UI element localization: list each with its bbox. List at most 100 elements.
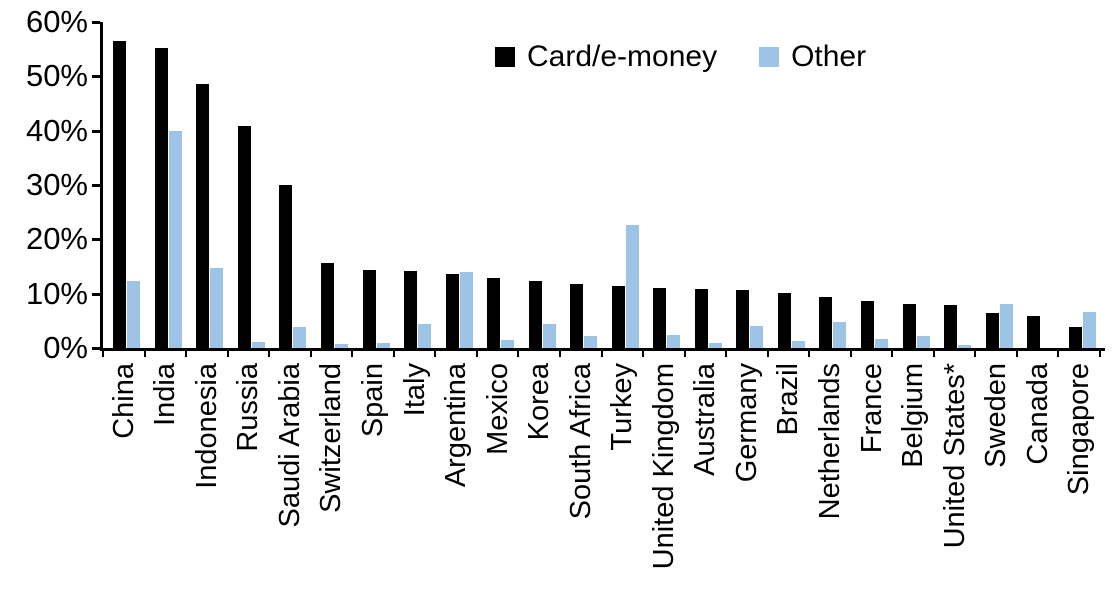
bar-card (1027, 316, 1040, 348)
x-axis-label: Spain (357, 363, 389, 438)
x-axis-tick (268, 351, 270, 357)
x-axis-label: Belgium (897, 363, 929, 468)
bar-other (377, 343, 390, 348)
x-axis-label: South Africa (565, 363, 597, 520)
x-axis-label: Germany (731, 363, 763, 483)
bar-other (626, 225, 639, 348)
y-axis-tick-label: 0% (43, 330, 88, 365)
x-axis-tick (310, 351, 312, 357)
bar-card (903, 304, 916, 348)
x-axis-label: Turkey (606, 363, 638, 451)
x-axis-tick (434, 351, 436, 357)
bar-other (127, 281, 140, 348)
bar-card (944, 305, 957, 348)
bar-card (861, 301, 874, 348)
x-axis-label: Sweden (980, 363, 1012, 468)
x-axis-label: Mexico (482, 363, 514, 455)
x-axis-tick (393, 351, 395, 357)
legend: Card/e-money Other (495, 40, 866, 74)
x-axis-tick (725, 351, 727, 357)
x-axis-tick (185, 351, 187, 357)
x-axis-tick (351, 351, 353, 357)
x-axis-label: Korea (523, 363, 555, 441)
bar-card (321, 263, 334, 348)
x-axis-label: Singapore (1063, 363, 1095, 496)
bar-other (293, 327, 306, 348)
bar-other (1000, 304, 1013, 348)
bar-card (695, 289, 708, 348)
bar-other (1083, 312, 1096, 348)
y-axis (100, 22, 103, 351)
x-axis (100, 348, 1105, 351)
bar-other (667, 335, 680, 348)
legend-label-other: Other (791, 40, 867, 73)
bar-card (196, 84, 209, 348)
y-axis-tick-label: 20% (25, 221, 88, 257)
bar-card (986, 313, 999, 348)
x-axis-tick (767, 351, 769, 357)
x-axis-tick (227, 351, 229, 357)
x-axis-tick (1016, 351, 1018, 357)
bar-card (279, 185, 292, 348)
legend-item-card-e-money: Card/e-money (495, 40, 717, 74)
bar-other (460, 272, 473, 348)
bar-card (113, 41, 126, 348)
bar-other (833, 322, 846, 348)
x-axis-tick (144, 351, 146, 357)
bar-card (570, 284, 583, 348)
x-axis-label: United States* (939, 363, 971, 549)
legend-swatch-card-e-money (495, 47, 515, 67)
y-axis-tick (92, 129, 100, 133)
bar-card (819, 297, 832, 348)
legend-swatch-other (759, 47, 780, 67)
y-axis-tick (92, 347, 100, 350)
bar-other (917, 336, 930, 348)
x-axis-tick (601, 351, 603, 357)
x-axis-label: Russia (232, 363, 264, 452)
bar-other (418, 324, 431, 348)
x-axis-tick (808, 351, 810, 357)
y-axis-tick-label: 50% (25, 58, 88, 94)
x-axis-label: Australia (689, 363, 721, 476)
x-axis-tick (933, 351, 935, 357)
bar-other (875, 339, 888, 348)
bar-card (155, 48, 168, 348)
bar-card (1069, 327, 1082, 348)
x-axis-tick (559, 351, 561, 357)
x-axis-label: Netherlands (814, 363, 846, 520)
bar-card (363, 270, 376, 348)
x-axis-tick (1099, 351, 1101, 357)
bar-other (750, 326, 763, 348)
y-axis-tick (92, 238, 100, 242)
x-axis-label: Italy (399, 363, 431, 417)
y-axis-tick (92, 184, 100, 187)
bar-card (487, 278, 500, 348)
x-axis-tick (974, 351, 976, 357)
bar-other (958, 345, 971, 348)
bar-other (252, 342, 265, 348)
x-axis-label: China (108, 363, 140, 439)
bar-other (169, 131, 182, 348)
y-axis-tick (92, 292, 100, 296)
legend-item-other: Other (759, 40, 866, 74)
bar-other (584, 336, 597, 348)
x-axis-label: Canada (1022, 363, 1054, 465)
x-axis-tick (891, 351, 893, 357)
bar-card (238, 126, 251, 348)
bar-card (736, 290, 749, 348)
bar-other (709, 343, 722, 348)
bar-other (210, 268, 223, 348)
x-axis-label: France (856, 363, 888, 454)
x-axis-tick (684, 351, 686, 357)
bar-card (612, 286, 625, 348)
bar-card (529, 281, 542, 348)
x-axis-tick (1057, 351, 1059, 357)
bar-other (543, 324, 556, 348)
y-axis-tick-label: 60% (25, 4, 88, 39)
bar-card (404, 271, 417, 348)
bar-other (501, 340, 514, 348)
x-axis-label: Indonesia (191, 363, 223, 489)
x-axis-tick (517, 351, 519, 357)
x-axis-label: India (149, 363, 181, 426)
